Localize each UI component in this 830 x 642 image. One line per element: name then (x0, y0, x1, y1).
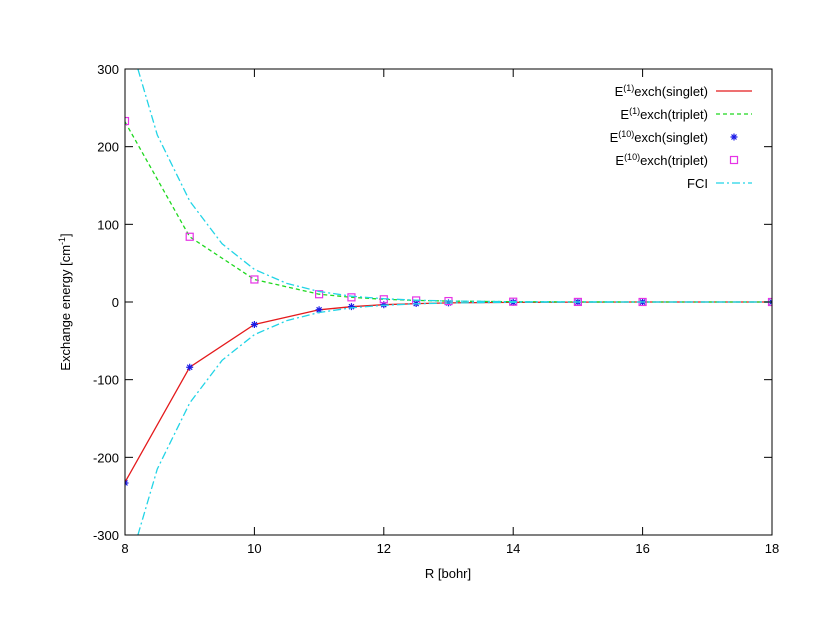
y-tick-label-1: -200 (93, 450, 119, 465)
x-tick-label-0: 8 (121, 541, 128, 556)
y-tick-label-5: 200 (97, 140, 119, 155)
x-axis-title: R [bohr] (425, 566, 471, 581)
point-e10-singlet-1 (186, 363, 194, 371)
point-e10-singlet-2 (250, 321, 258, 329)
legend-swatch-e10-singlet (730, 133, 738, 141)
x-tick-label-1: 10 (247, 541, 261, 556)
x-tick-label-3: 14 (506, 541, 520, 556)
legend-item-e1-singlet: E(1)exch(singlet) (615, 83, 752, 99)
legend-label-e10-triplet: E(10)exch(triplet) (615, 152, 708, 168)
x-tick-label-5: 18 (765, 541, 779, 556)
legend-item-e1-triplet: E(1)exch(triplet) (620, 106, 752, 122)
y-tick-label-2: -100 (93, 373, 119, 388)
series-layer (125, 69, 772, 535)
y-tick-label-6: 300 (97, 62, 119, 77)
x-tick-label-2: 12 (377, 541, 391, 556)
legend-swatch-e10-triplet (729, 155, 739, 165)
point-e10-singlet-4 (347, 303, 355, 311)
point-e10-singlet-3 (315, 306, 323, 314)
legend-label-e1-singlet: E(1)exch(singlet) (615, 83, 708, 99)
y-tick-label-3: 0 (112, 295, 119, 310)
series-line-fci-upper (137, 69, 772, 303)
x-tick-label-4: 16 (635, 541, 649, 556)
legend-label-e10-singlet: E(10)exch(singlet) (610, 129, 708, 145)
legend-label-fci-upper: FCI (687, 176, 708, 191)
point-e10-triplet-1 (185, 232, 194, 241)
series-line-fci-lower (137, 301, 772, 535)
legend-item-fci-upper: FCI (687, 176, 752, 191)
y-axis-title-sup: -1 (57, 237, 67, 245)
point-e10-triplet-0 (125, 116, 130, 126)
point-e10-triplet-3 (315, 290, 324, 299)
legend: E(1)exch(singlet) E(1)exch(triplet) E(10)e… (610, 83, 752, 191)
y-tick-label-4: 100 (97, 217, 119, 232)
point-e10-triplet-2 (250, 275, 259, 284)
legend-item-e10-triplet: E(10)exch(triplet) (615, 152, 739, 168)
point-e10-triplet-4 (347, 293, 356, 302)
legend-item-e10-singlet: E(10)exch(singlet) (610, 129, 738, 145)
series-line-e1-singlet (125, 301, 772, 483)
series-line-e1-triplet (125, 121, 772, 303)
y-axis-title: Exchange energy [cm-1] (57, 233, 73, 370)
y-axis-title-main: Exchange energy [cm (58, 245, 73, 371)
y-axis-title-tail: ] (58, 233, 73, 237)
ticks: 8 10 12 14 16 18 -300 -200 -100 0 100 200 300 (93, 62, 779, 556)
y-tick-label-0: -300 (93, 528, 119, 543)
legend-label-e1-triplet: E(1)exch(triplet) (620, 106, 708, 122)
